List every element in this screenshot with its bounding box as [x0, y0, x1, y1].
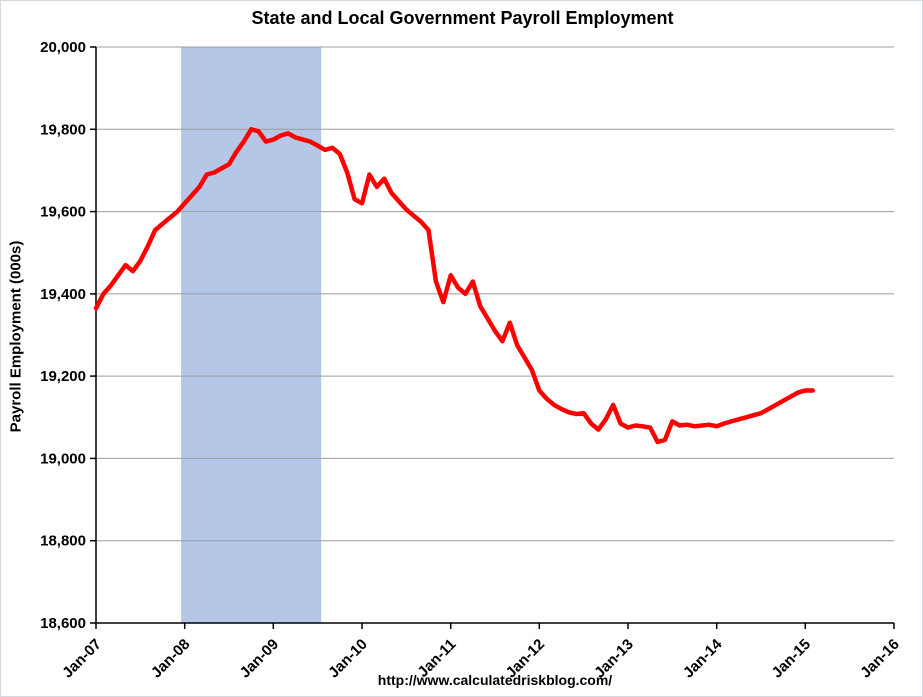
y-tick-label: 18,600: [40, 615, 86, 632]
y-tick-label: 18,800: [40, 533, 86, 550]
y-tick-label: 19,400: [40, 286, 86, 303]
y-tick-label: 19,800: [40, 121, 86, 138]
y-tick-label: 19,000: [40, 450, 86, 467]
y-tick-label: 20,000: [40, 39, 86, 56]
y-tick-label: 19,600: [40, 204, 86, 221]
payroll-employment-line: [93, 127, 815, 445]
source-caption: http://www.calculatedriskblog.com/: [377, 672, 613, 688]
recession-band: [181, 47, 322, 623]
y-tick-label: 19,200: [40, 368, 86, 385]
chart-title: State and Local Government Payroll Emplo…: [251, 8, 674, 28]
